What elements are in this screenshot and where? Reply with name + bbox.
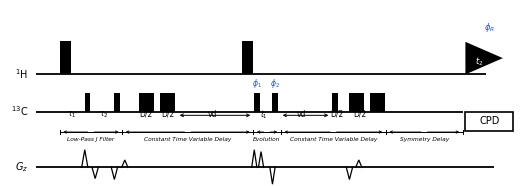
Text: $t_1$: $t_1$ bbox=[259, 108, 268, 121]
Bar bbox=[370, 93, 385, 112]
Text: Constant Time Variable Delay: Constant Time Variable Delay bbox=[290, 137, 377, 142]
Bar bbox=[85, 93, 90, 112]
Bar bbox=[60, 41, 71, 74]
Text: vd: vd bbox=[297, 110, 306, 119]
Bar bbox=[160, 93, 175, 112]
Bar bbox=[114, 93, 120, 112]
Text: D/2: D/2 bbox=[161, 110, 175, 119]
Text: $\phi_2$: $\phi_2$ bbox=[270, 77, 280, 90]
Text: Evolution: Evolution bbox=[253, 137, 281, 142]
Text: D/2: D/2 bbox=[354, 110, 367, 119]
Text: $G_z$: $G_z$ bbox=[16, 161, 29, 174]
Text: $t_2$: $t_2$ bbox=[475, 56, 484, 68]
Text: $^{1}$H: $^{1}$H bbox=[16, 68, 29, 81]
Bar bbox=[254, 93, 260, 112]
Text: $\tau_2$: $\tau_2$ bbox=[99, 109, 109, 120]
Bar bbox=[465, 112, 513, 131]
Text: D/2: D/2 bbox=[330, 110, 344, 119]
Bar bbox=[242, 41, 253, 74]
Text: Constant Time Variable Delay: Constant Time Variable Delay bbox=[144, 137, 231, 142]
Text: CPD: CPD bbox=[479, 116, 500, 126]
Text: $\phi_1$: $\phi_1$ bbox=[252, 77, 262, 90]
Text: $\phi_R$: $\phi_R$ bbox=[484, 21, 495, 34]
Text: Low-Pass J Filter: Low-Pass J Filter bbox=[68, 137, 114, 142]
Text: vd: vd bbox=[207, 110, 217, 119]
Text: D/2: D/2 bbox=[139, 110, 152, 119]
Text: $\tau_1$: $\tau_1$ bbox=[67, 109, 76, 120]
Bar bbox=[349, 93, 364, 112]
Text: Symmetry Delay: Symmetry Delay bbox=[400, 137, 449, 142]
Bar bbox=[332, 93, 338, 112]
Bar bbox=[139, 93, 154, 112]
Text: $^{13}$C: $^{13}$C bbox=[11, 105, 29, 118]
Polygon shape bbox=[465, 42, 503, 74]
Bar bbox=[272, 93, 278, 112]
